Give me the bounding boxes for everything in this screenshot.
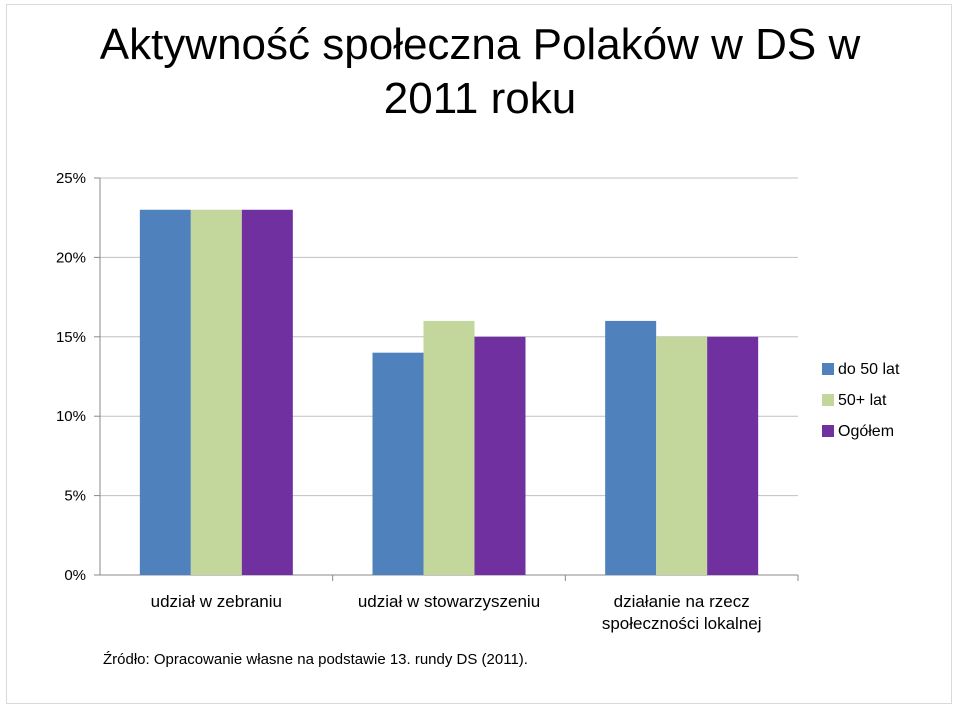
bar <box>241 209 293 575</box>
y-tick-label: 25% <box>56 170 86 187</box>
y-tick-label: 5% <box>64 488 86 505</box>
legend-swatch <box>822 363 834 375</box>
y-tick-label: 0% <box>64 567 86 584</box>
bar <box>656 336 708 575</box>
y-tick-label: 10% <box>56 408 86 425</box>
source-note: Źródło: Opracowanie własne na podstawie … <box>103 651 528 668</box>
legend-label: do 50 lat <box>838 361 900 378</box>
bar <box>605 320 657 575</box>
title-line-1: Aktywność społeczna Polaków w DS w <box>99 20 861 69</box>
bar <box>372 352 424 575</box>
y-tick-label: 20% <box>56 249 86 266</box>
bar <box>190 209 242 575</box>
y-tick-label: 15% <box>56 329 86 346</box>
x-tick-label: działanie na rzecz <box>614 592 750 611</box>
legend-swatch <box>822 425 834 437</box>
chart-title: Aktywność społeczna Polaków w DS w 2011 … <box>0 18 960 126</box>
chart-frame <box>6 4 952 704</box>
x-tick-label: społeczności lokalnej <box>602 614 762 633</box>
legend-swatch <box>822 394 834 406</box>
legend-label: Ogółem <box>838 423 894 440</box>
legend-label: 50+ lat <box>838 392 887 409</box>
x-tick-label: udział w zebraniu <box>151 592 282 611</box>
title-line-2: 2011 roku <box>383 74 577 123</box>
bar <box>139 209 191 575</box>
bar <box>423 320 475 575</box>
x-tick-label: udział w stowarzyszeniu <box>358 592 540 611</box>
bar <box>474 336 526 575</box>
bar <box>707 336 759 575</box>
